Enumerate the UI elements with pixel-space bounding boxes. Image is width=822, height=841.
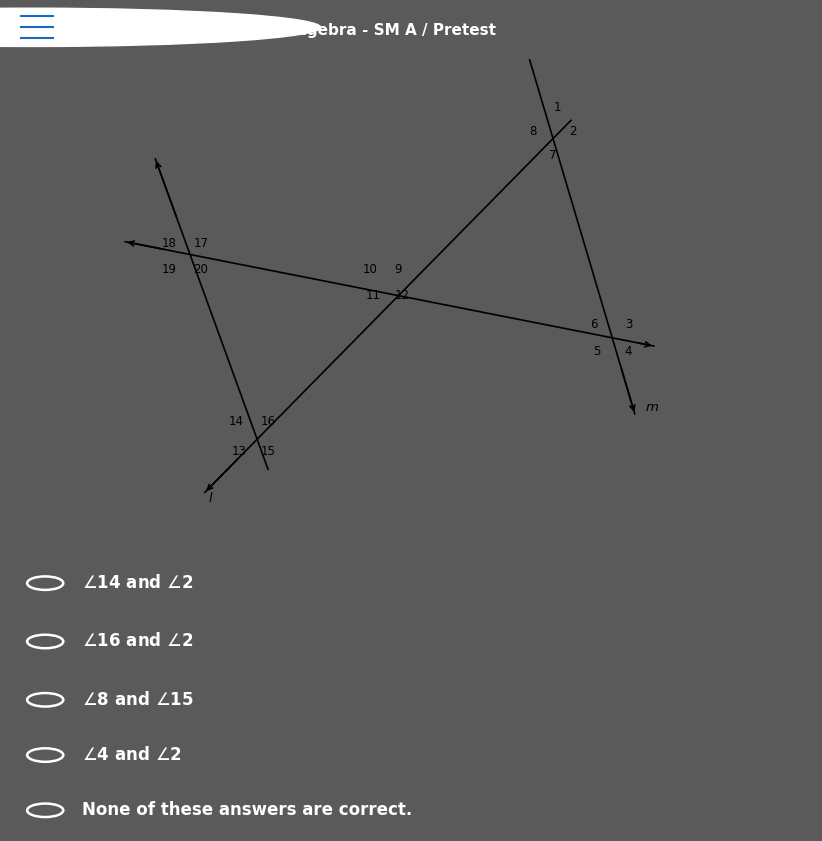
- Text: 20: 20: [193, 263, 208, 277]
- Text: 8: 8: [529, 125, 537, 138]
- Text: 7: 7: [549, 149, 556, 161]
- Text: 1: 1: [554, 101, 561, 114]
- Text: 4: 4: [625, 345, 632, 358]
- Text: Root - WCHS Transitional Algebra - SM A / Pretest: Root - WCHS Transitional Algebra - SM A …: [70, 23, 496, 38]
- Text: 5: 5: [593, 345, 601, 358]
- Text: 13: 13: [232, 445, 247, 458]
- Text: 11: 11: [366, 288, 381, 302]
- Text: 17: 17: [193, 237, 208, 251]
- Text: $\angle$16 and $\angle$2: $\angle$16 and $\angle$2: [82, 632, 194, 650]
- Circle shape: [0, 8, 321, 46]
- Text: 16: 16: [261, 415, 275, 428]
- Text: $\angle$14 and $\angle$2: $\angle$14 and $\angle$2: [82, 574, 194, 592]
- Text: 18: 18: [162, 237, 177, 251]
- Text: 19: 19: [162, 263, 177, 277]
- Text: None of these answers are correct.: None of these answers are correct.: [82, 801, 413, 819]
- Text: 15: 15: [261, 445, 275, 458]
- Text: 3: 3: [625, 319, 632, 331]
- Text: 10: 10: [363, 262, 378, 276]
- Text: 12: 12: [395, 288, 409, 302]
- Text: $\angle$8 and $\angle$15: $\angle$8 and $\angle$15: [82, 690, 194, 709]
- Text: 14: 14: [229, 415, 243, 428]
- Text: l: l: [209, 492, 213, 505]
- Text: 2: 2: [569, 125, 576, 138]
- Text: 9: 9: [395, 262, 402, 276]
- Text: $\angle$4 and $\angle$2: $\angle$4 and $\angle$2: [82, 746, 182, 764]
- Text: 6: 6: [590, 319, 598, 331]
- Text: m: m: [645, 401, 658, 414]
